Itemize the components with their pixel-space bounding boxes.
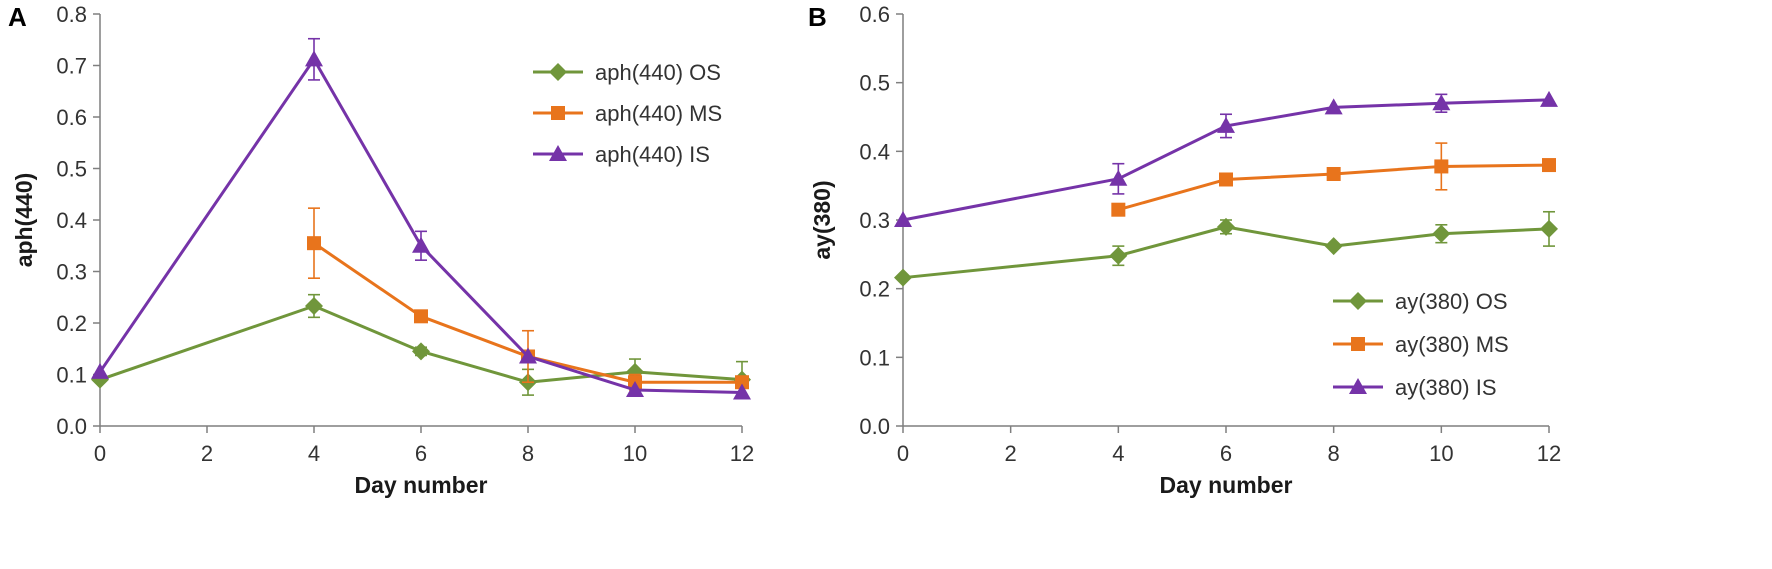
data-point [1540,90,1558,107]
x-tick-label: 2 [1005,441,1017,466]
x-tick-label: 12 [730,441,754,466]
series-line [98,57,743,395]
legend-entry: ay(380) IS [1333,375,1497,400]
data-point [1111,202,1126,217]
data-point [1324,98,1343,115]
y-tick-label: 0.1 [56,363,87,388]
legend-marker [549,145,567,161]
y-tick-label: 0.0 [859,414,890,439]
legend-label: aph(440) OS [595,60,721,85]
y-tick-label: 0.4 [56,208,87,233]
x-tick-label: 0 [897,441,909,466]
data-point [626,380,644,397]
x-tick-label: 2 [201,441,213,466]
legend-marker [1349,378,1367,394]
x-tick-label: 10 [1429,441,1453,466]
series-IS [894,90,1558,227]
legend-label: ay(380) OS [1395,289,1508,314]
y-tick-label: 0.4 [859,139,890,164]
data-point [733,383,751,400]
data-point [1542,158,1556,173]
data-point [1434,159,1449,174]
data-point [1109,169,1128,186]
y-tick-label: 0.1 [859,345,890,370]
legend-label: aph(440) IS [595,142,710,167]
y-tick-label: 0.7 [56,54,87,79]
data-point [412,236,430,253]
data-point [305,50,323,67]
x-tick-label: 6 [415,441,427,466]
data-point [307,236,321,251]
legend-label: ay(380) IS [1395,375,1497,400]
y-tick-label: 0.3 [56,260,87,285]
panel-label: B [808,2,827,32]
y-tick-label: 0.2 [56,311,87,336]
data-point [1219,172,1233,187]
data-point [305,297,323,316]
x-tick-label: 8 [1328,441,1340,466]
series-line [902,225,1550,280]
legend-entry: aph(440) MS [533,101,722,126]
y-axis-title: ay(380) [809,180,835,259]
y-tick-label: 0.5 [859,71,890,96]
legend-entry: aph(440) OS [533,60,721,85]
x-tick-label: 8 [522,441,534,466]
y-tick-label: 0.2 [859,277,890,302]
data-point [1432,94,1451,111]
y-tick-label: 0.8 [56,2,87,27]
y-tick-label: 0.0 [56,414,87,439]
x-tick-label: 4 [308,441,320,466]
legend-marker [549,63,567,81]
legend-label: ay(380) MS [1395,332,1509,357]
legend-marker [1349,292,1367,310]
data-point [1217,116,1235,133]
legend-marker [551,106,565,120]
data-point [894,211,912,227]
x-axis-title: Day number [355,472,488,498]
data-point [894,268,912,287]
data-point [1326,166,1341,181]
series-line [99,304,743,384]
panel-label: A [8,2,27,32]
x-axis-title: Day number [1160,472,1293,498]
x-tick-label: 0 [94,441,106,466]
legend-entry: aph(440) IS [533,142,710,167]
data-point [414,309,428,324]
series-line [902,98,1550,222]
panel-B: B 0.0 0.1 0.2 0.3 0.4 0.5 0.6 0 2 4 6 8 10 12 Day numbe… [808,2,1561,498]
data-point [1432,224,1451,243]
legend-entry: ay(380) OS [1333,289,1508,314]
x-tick-label: 12 [1537,441,1561,466]
x-tick-label: 6 [1220,441,1232,466]
data-point [1540,219,1558,238]
y-tick-label: 0.3 [859,208,890,233]
y-axis-title: aph(440) [11,173,37,268]
y-tick-label: 0.6 [859,2,890,27]
series-IS [91,37,751,400]
y-tick-label: 0.5 [56,157,87,182]
data-point [735,375,749,390]
legend: aph(440) OS aph(440) MS aph(440) IS [533,60,722,167]
legend: ay(380) OS ay(380) MS ay(380) IS [1333,289,1509,400]
legend-label: aph(440) MS [595,101,722,126]
y-tick-label: 0.6 [56,105,87,130]
legend-entry: ay(380) MS [1333,332,1509,357]
data-point [1109,246,1128,265]
data-point [1217,217,1235,236]
panel-A: A 0.0 0.1 0.2 0.3 0.4 0.5 0.6 0.7 0.8 0 2 4 6 8 10 12 Day… [8,2,754,498]
series-MS [1111,142,1556,217]
data-point [1324,237,1343,256]
data-point [412,342,430,361]
data-point [519,347,537,364]
x-tick-label: 10 [623,441,647,466]
x-tick-label: 4 [1112,441,1124,466]
legend-marker [1351,337,1365,351]
series-OS [894,210,1558,287]
data-point [91,362,109,379]
